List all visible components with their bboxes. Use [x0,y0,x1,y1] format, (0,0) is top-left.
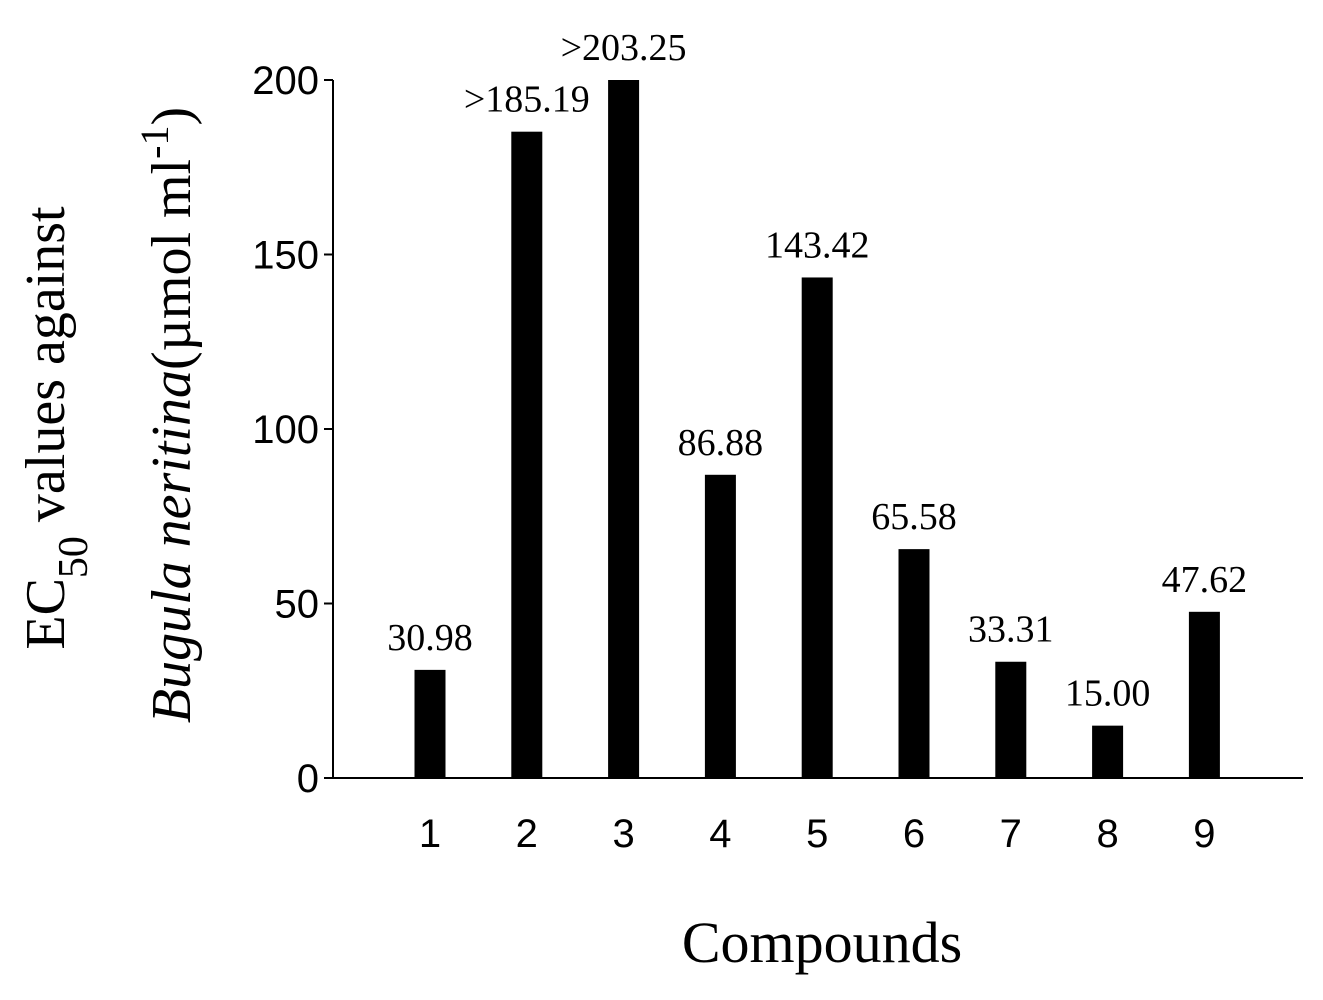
x-tick-label: 8 [1096,812,1118,856]
x-tick-label: 7 [1000,812,1022,856]
x-tick-label: 9 [1193,812,1215,856]
bar [704,474,736,778]
bar [995,661,1027,778]
x-tick-label: 5 [806,812,828,856]
data-label: 15.00 [1065,673,1151,715]
y-axis-title-unit: (µmol ml [141,159,203,370]
x-axis-title: Compounds [682,910,962,975]
y-tick-label: 200 [252,59,319,103]
y-axis-title-subscript: 50 [51,536,97,578]
x-tick-label: 2 [516,812,538,856]
data-label: >203.25 [561,27,687,69]
y-axis-title-values-against: values against [15,206,77,536]
y-tick-label: 50 [275,583,320,627]
y-axis-title-superscript: -1 [132,126,177,159]
data-label: 86.88 [678,422,764,464]
bar [414,669,446,778]
data-labels: 30.98 >185.19 >203.25 86.88 143.42 65.58 33.31… [387,27,1247,715]
bar [608,80,640,778]
data-label: 47.62 [1162,559,1248,601]
x-tick-label: 4 [709,812,731,856]
data-label: 65.58 [871,496,957,538]
x-tick-labels: 1 2 3 4 5 6 7 8 9 [419,812,1216,856]
data-label: >185.19 [464,79,590,121]
y-axis-title-species: Bugula neritina [141,370,203,723]
data-label: 143.42 [765,224,870,266]
y-axis-title-close-paren: ) [141,107,203,126]
y-tick-labels: 0 50 100 150 200 [252,59,319,801]
y-axis-title-ec: EC [15,578,77,650]
y-axis-title-line2: Bugula neritina(µmol ml-1) [132,107,204,723]
x-tick-label: 1 [419,812,441,856]
x-tick-label: 6 [903,812,925,856]
x-tick-label: 3 [612,812,634,856]
data-label: 33.31 [968,609,1054,651]
y-tick-label: 150 [252,234,319,278]
y-axis-title-line1: EC50 values against [15,206,97,650]
y-tick-label: 0 [297,757,319,801]
bars [414,80,1220,779]
data-label: 30.98 [387,617,473,659]
bar [511,131,543,779]
bar [1092,725,1124,778]
bar [1188,611,1220,778]
bar [801,277,833,778]
y-tick-label: 100 [252,408,319,452]
bar [898,549,930,778]
